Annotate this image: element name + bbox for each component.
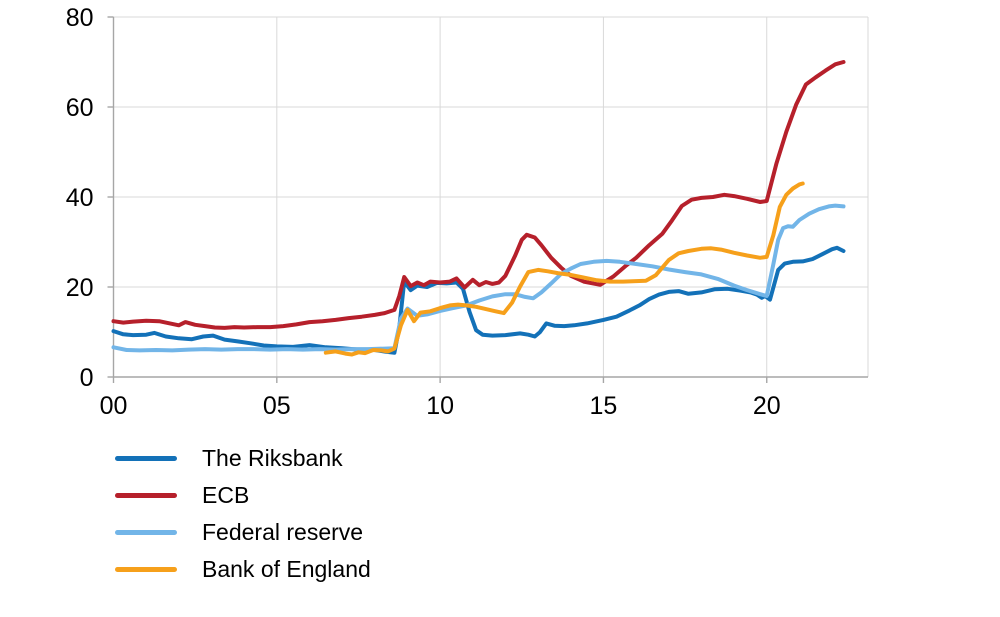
legend-label-ecb: ECB — [202, 482, 250, 508]
x-tick-label: 20 — [753, 392, 781, 420]
y-tick-label: 0 — [80, 364, 94, 392]
legend-label-bank-of-england: Bank of England — [202, 556, 371, 582]
legend-label-federal-reserve: Federal reserve — [202, 519, 364, 545]
legend-swatch-ecb — [115, 493, 177, 498]
legend-swatch-the-riksbank — [115, 456, 177, 461]
legend-item-the-riksbank: The Riksbank — [115, 440, 371, 477]
legend-item-ecb: ECB — [115, 477, 371, 514]
y-tick-label: 40 — [66, 184, 94, 212]
series-line-ecb — [111, 60, 846, 330]
series-line-federal-reserve — [111, 203, 846, 353]
y-tick-label: 80 — [66, 4, 94, 32]
x-tick-label: 05 — [263, 392, 291, 420]
legend-item-federal-reserve: Federal reserve — [115, 514, 371, 551]
x-tick-label: 10 — [426, 392, 454, 420]
chart-area: 00 05 10 15 20 0 20 40 60 80 — [66, 4, 869, 420]
legend: The Riksbank ECB Federal reserve Bank of… — [115, 440, 371, 588]
x-tick-label: 15 — [590, 392, 618, 420]
legend-swatch-federal-reserve — [115, 530, 177, 535]
series-line-bank-of-england — [323, 181, 805, 357]
y-tick-label: 20 — [66, 274, 94, 302]
legend-swatch-bank-of-england — [115, 567, 177, 572]
legend-label-the-riksbank: The Riksbank — [202, 445, 343, 471]
x-tick-label: 00 — [100, 392, 128, 420]
legend-item-bank-of-england: Bank of England — [115, 551, 371, 588]
y-tick-label: 60 — [66, 94, 94, 122]
chart-svg: 00 05 10 15 20 0 20 40 60 80 — [66, 4, 869, 420]
